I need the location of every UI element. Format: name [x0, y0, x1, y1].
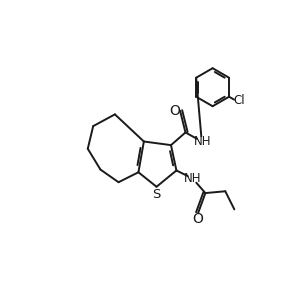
Text: Cl: Cl: [233, 94, 245, 107]
Text: NH: NH: [184, 172, 201, 185]
Text: S: S: [152, 188, 160, 201]
Text: NH: NH: [193, 135, 211, 148]
Text: O: O: [192, 212, 203, 226]
Text: O: O: [169, 104, 180, 118]
